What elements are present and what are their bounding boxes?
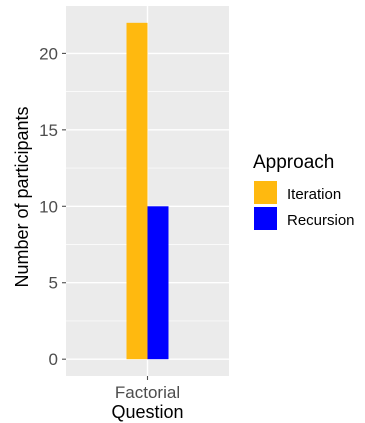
legend-key-iteration xyxy=(254,181,277,204)
y-tick-label: 15 xyxy=(39,121,58,140)
legend-title: Approach xyxy=(253,152,334,173)
bar-iteration xyxy=(126,22,148,360)
y-tick-label: 10 xyxy=(39,197,58,216)
y-tick-label: 20 xyxy=(39,44,58,63)
bar-recursion xyxy=(147,206,169,360)
y-axis: 0 5 10 15 20 xyxy=(39,44,66,369)
y-axis-title: Number of participants xyxy=(12,106,32,287)
bars xyxy=(126,22,169,360)
legend-items: Iteration Recursion xyxy=(254,181,355,230)
legend-label-iteration: Iteration xyxy=(287,186,341,203)
legend-label-recursion: Recursion xyxy=(287,212,355,229)
legend: Approach Iteration Recursion xyxy=(253,152,355,230)
x-axis-title: Question xyxy=(111,402,183,422)
x-axis: Factorial xyxy=(115,376,180,402)
y-tick-label: 0 xyxy=(49,350,58,369)
y-tick-label: 5 xyxy=(49,274,58,293)
legend-key-recursion xyxy=(254,207,277,230)
x-tick-label: Factorial xyxy=(115,383,180,402)
